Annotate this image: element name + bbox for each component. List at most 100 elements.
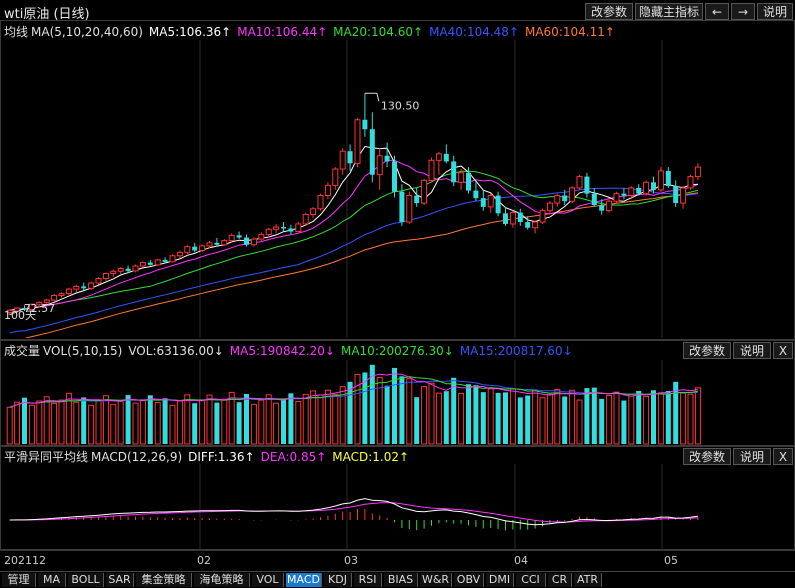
- volume-bar: [443, 391, 449, 444]
- volume-bar: [244, 393, 249, 444]
- macd-close-button[interactable]: X: [773, 448, 793, 465]
- tab-vol[interactable]: VOL: [252, 573, 284, 587]
- volume-bar: [643, 395, 650, 445]
- volume-bar: [584, 388, 590, 444]
- candle: [680, 186, 687, 209]
- tab-boll[interactable]: BOLL: [68, 573, 104, 587]
- help-button[interactable]: 说明: [757, 3, 793, 20]
- tab-macd[interactable]: MACD: [286, 573, 322, 587]
- volume-ma5-value: MA5:190842.20↓: [229, 344, 335, 358]
- macd-value: MACD:1.02↑: [332, 450, 410, 464]
- volume-bar: [51, 402, 58, 445]
- volume-close-button[interactable]: X: [773, 342, 793, 359]
- ma-params: MA(5,10,20,40,60): [31, 25, 143, 39]
- volume-bar: [265, 394, 272, 445]
- volume-bar: [458, 392, 465, 445]
- candle: [347, 144, 353, 171]
- volume-bar: [117, 399, 124, 445]
- forward-arrow-icon[interactable]: →: [731, 3, 755, 20]
- candle: [317, 193, 324, 211]
- volume-params-button[interactable]: 改参数: [683, 342, 731, 359]
- volume-bar: [184, 394, 191, 445]
- volume-bar: [487, 388, 494, 445]
- low-price-label: 72.57: [24, 302, 56, 315]
- candle: [421, 178, 428, 205]
- volume-bar: [73, 401, 80, 445]
- candle: [569, 186, 576, 204]
- volume-bar: [302, 393, 309, 445]
- x-axis: 202112 02 03 04 05: [0, 550, 795, 572]
- tab-dmi[interactable]: DMI: [486, 573, 514, 587]
- tab-ma[interactable]: MA: [38, 573, 66, 587]
- candle: [244, 234, 249, 247]
- volume-bar: [81, 397, 87, 444]
- candle: [250, 237, 257, 247]
- params-button[interactable]: 改参数: [585, 3, 633, 20]
- tab-cr[interactable]: CR: [548, 573, 572, 587]
- volume-chart[interactable]: [0, 360, 795, 445]
- back-arrow-icon[interactable]: ←: [705, 3, 729, 20]
- volume-bar: [694, 387, 701, 445]
- volume-bar: [562, 396, 568, 444]
- volume-params: VOL(5,10,15): [43, 344, 123, 358]
- volume-bar: [176, 400, 183, 445]
- candle: [147, 259, 153, 266]
- candle: [228, 233, 235, 243]
- volume-bar: [288, 393, 294, 444]
- tab-manage[interactable]: 管理: [2, 573, 36, 587]
- dea-value: DEA:0.85↑: [260, 450, 327, 464]
- indicator-name: 均线: [4, 25, 29, 39]
- macd-chart[interactable]: [0, 464, 795, 550]
- candle: [214, 237, 220, 247]
- high-price-label: 130.50: [381, 99, 420, 112]
- volume-bar: [154, 402, 161, 445]
- tab-[interactable]: 集金策略: [136, 573, 192, 587]
- volume-bar: [162, 398, 168, 444]
- volume-bar: [495, 392, 501, 444]
- tab-atr[interactable]: ATR: [574, 573, 602, 587]
- hide-main-indicator-button[interactable]: 隐藏主指标: [635, 3, 703, 20]
- ma60-value: MA60:104.11↑: [524, 25, 615, 39]
- volume-bar: [281, 398, 286, 444]
- candle: [546, 201, 553, 215]
- candle: [503, 206, 508, 226]
- volume-bar: [517, 397, 523, 444]
- volume-bar: [613, 391, 620, 445]
- tab-bias[interactable]: BIAS: [384, 573, 418, 587]
- candle: [406, 191, 413, 224]
- tab-wr[interactable]: W&R: [420, 573, 452, 587]
- candle: [192, 242, 198, 253]
- candle: [428, 157, 435, 183]
- candle: [554, 193, 561, 207]
- x-label-apr: 04: [514, 554, 528, 567]
- macd-help-button[interactable]: 说明: [733, 448, 771, 465]
- candle: [73, 284, 80, 293]
- candle: [384, 142, 390, 168]
- x-label-mar: 03: [344, 554, 358, 567]
- volume-bar: [599, 398, 605, 444]
- diff-line: [9, 498, 698, 526]
- volume-bar: [206, 394, 213, 445]
- volume-bar: [88, 404, 95, 445]
- tab-kdj[interactable]: KDJ: [324, 573, 352, 587]
- high-marker-leader: [376, 93, 380, 102]
- volume-help-button[interactable]: 说明: [733, 342, 771, 359]
- candle: [206, 240, 213, 249]
- tab-rsi[interactable]: RSI: [354, 573, 382, 587]
- volume-bar: [421, 386, 428, 445]
- macd-params-button[interactable]: 改参数: [683, 448, 731, 465]
- candle: [302, 212, 309, 226]
- ma5-line: [9, 145, 698, 311]
- tab-sar[interactable]: SAR: [106, 573, 134, 587]
- tab-[interactable]: 海龟策略: [194, 573, 250, 587]
- candle: [110, 269, 117, 277]
- volume-bar: [332, 393, 339, 445]
- ma5-value: MA5:106.36↑: [148, 25, 232, 39]
- tab-cci[interactable]: CCI: [516, 573, 546, 587]
- volume-bar: [466, 384, 471, 444]
- candle: [651, 176, 656, 194]
- volume-bar: [236, 402, 242, 444]
- tab-obv[interactable]: OBV: [454, 573, 484, 587]
- candle: [480, 189, 486, 211]
